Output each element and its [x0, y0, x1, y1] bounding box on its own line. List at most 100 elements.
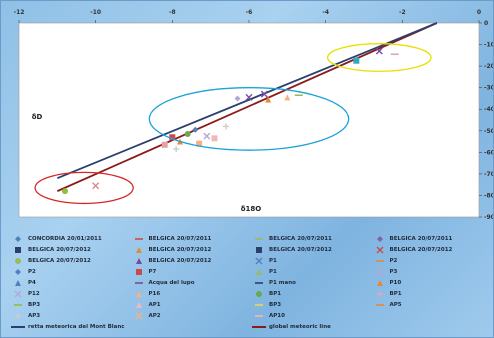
legend-entry: BP3 [252, 299, 369, 310]
y-tick-label: -90 [484, 214, 494, 221]
legend-swatch [15, 246, 21, 253]
y-tick-label: -30 [484, 85, 494, 92]
legend-label: P12 [28, 290, 40, 297]
legend-entry: P4 [11, 277, 128, 288]
legend-entry: BELGICA 20/07/2011 [373, 233, 490, 244]
legend-swatch [134, 237, 143, 240]
x-axis-label: δ18O [241, 205, 262, 213]
legend-label: BELGICA 20/07/2012 [269, 246, 332, 253]
data-point [284, 94, 291, 101]
legend-entry: BP1 [252, 288, 369, 299]
y-tick-label: -70 [484, 171, 494, 178]
data-point [211, 135, 218, 142]
legend-swatch [135, 246, 142, 253]
legend-entry: P16 [132, 288, 249, 299]
legend-marker [135, 312, 142, 319]
x-tick-label: -10 [90, 9, 101, 16]
legend-label: AP10 [269, 312, 285, 319]
legend-label: BELGICA 20/07/2011 [269, 235, 332, 242]
data-point [62, 188, 68, 195]
highlight-ellipse [326, 43, 432, 72]
legend-entry: BELGICA 20/07/2012 [11, 255, 128, 266]
legend-swatch [135, 312, 142, 319]
legend-swatch [255, 303, 263, 306]
legend-label: BELGICA 20/07/2012 [148, 257, 212, 264]
legend-swatch [256, 246, 262, 253]
legend-label: BELGICA 20/07/2011 [148, 235, 212, 242]
legend-swatch [134, 281, 143, 284]
legend-marker [376, 279, 383, 286]
x-tick-label: -6 [246, 9, 253, 16]
legend-label: BP3 [269, 301, 282, 308]
legend-swatch [15, 279, 21, 286]
legend-marker [14, 290, 22, 297]
data-point [196, 140, 203, 147]
legend-entry: retta meteorica del Mont Blanc [11, 321, 248, 332]
y-tick-label: 0 [484, 20, 488, 27]
legend-label: CONCORDIA 20/01/2011 [28, 235, 102, 242]
legend-swatch [135, 268, 142, 275]
legend-label: P1 mano [269, 279, 296, 286]
legend-marker [256, 268, 262, 275]
data-point [184, 131, 191, 138]
series-line [56, 22, 438, 192]
legend-label: BP1 [389, 290, 402, 297]
legend-marker [15, 257, 21, 264]
legend-marker [15, 246, 21, 253]
legend-swatch [255, 237, 263, 240]
legend-swatch [255, 314, 263, 317]
y-axis-label: δD [32, 113, 43, 121]
legend-swatch [135, 301, 142, 308]
legend-entry: BELGICA 20/07/2012 [252, 244, 369, 255]
legend-swatch [11, 325, 25, 328]
legend-marker [135, 246, 142, 253]
legend-marker [376, 290, 383, 297]
legend-entry: CONCORDIA 20/01/2011 [11, 233, 128, 244]
legend-label: P1 [269, 257, 277, 264]
legend-marker [376, 246, 383, 253]
legend-swatch [15, 257, 21, 264]
legend-label: AP2 [148, 312, 161, 319]
legend: CONCORDIA 20/01/2011 BELGICA 20/07/2011 BE… [11, 233, 489, 333]
legend-label: P16 [148, 290, 161, 297]
legend-entry: BP3 [11, 299, 128, 310]
legend-swatch [15, 235, 21, 242]
legend-swatch [376, 290, 383, 297]
legend-entry: P3 [373, 266, 490, 277]
legend-swatch [376, 279, 383, 286]
legend-entry: P12 [11, 288, 128, 299]
legend-swatch [256, 268, 262, 275]
y-tick-label: -20 [484, 63, 494, 70]
legend-label: BELGICA 20/07/2012 [389, 246, 453, 253]
x-tick-label: -8 [169, 9, 176, 16]
legend-label: global meteoric line [269, 323, 331, 330]
data-point [375, 47, 383, 55]
legend-marker [15, 268, 21, 275]
legend-entry: P1 mano [252, 277, 369, 288]
legend-entry: P10 [373, 277, 490, 288]
legend-label: P2 [28, 268, 36, 275]
legend-label: P10 [389, 279, 402, 286]
legend-marker [135, 301, 142, 308]
legend-entry: AP2 [132, 310, 249, 321]
legend-marker [256, 290, 262, 297]
legend-marker [15, 279, 21, 286]
data-point [92, 182, 100, 190]
legend-entry: P2 [373, 255, 490, 266]
y-tick-label: -10 [484, 42, 494, 49]
legend-label: P4 [28, 279, 36, 286]
data-point [353, 57, 360, 64]
legend-entry: P1 [252, 266, 369, 277]
legend-label: P7 [148, 268, 157, 275]
legend-swatch [255, 281, 263, 284]
legend-swatch [376, 246, 383, 253]
legend-entry: BELGICA 20/07/2012 [373, 244, 490, 255]
data-point [245, 93, 253, 101]
legend-swatch [135, 257, 142, 264]
legend-swatch [15, 268, 21, 275]
legend-marker [376, 235, 383, 242]
highlight-ellipse [34, 171, 134, 205]
legend-label: AP3 [28, 312, 41, 319]
